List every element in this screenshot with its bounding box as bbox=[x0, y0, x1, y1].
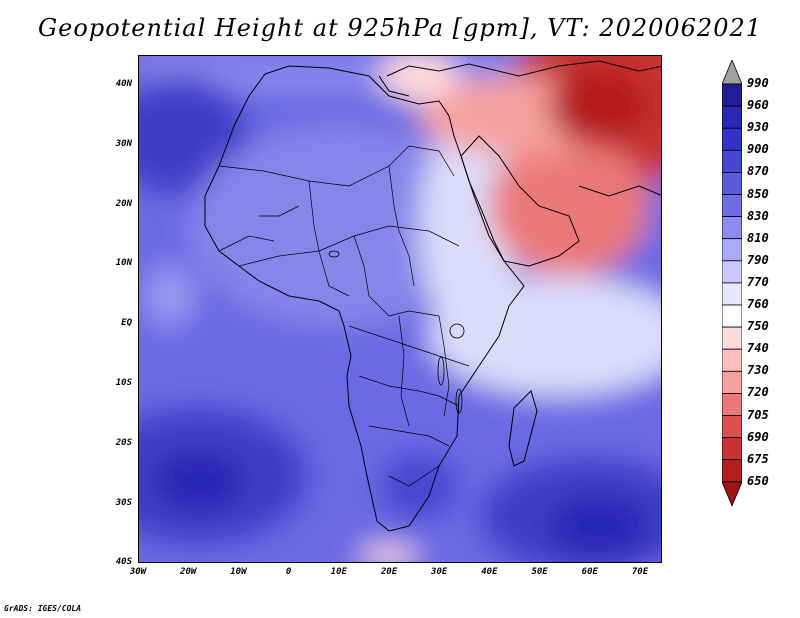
colorbar-bottom-arrow bbox=[722, 481, 742, 507]
longitude-tick-label: 10W bbox=[230, 567, 247, 577]
colorbar-label: 730 bbox=[747, 363, 769, 378]
borders bbox=[218, 145, 470, 487]
colorbar-label: 675 bbox=[747, 451, 769, 466]
colorbar-swatch bbox=[722, 304, 742, 328]
longitude-tick-label: 30W bbox=[129, 567, 147, 577]
longitude-tick-label: 20W bbox=[180, 567, 197, 577]
colorbar-swatch bbox=[722, 238, 742, 262]
colorbar-label: 690 bbox=[747, 429, 769, 444]
longitude-tick-label: 30E bbox=[431, 567, 448, 577]
colorbar-swatch bbox=[722, 194, 742, 218]
longitude-tick-label: 20E bbox=[380, 567, 398, 577]
colorbar-label: 990 bbox=[747, 76, 769, 90]
latitude-tick-label: 20N bbox=[115, 198, 132, 209]
colorbar-label: 790 bbox=[747, 252, 769, 267]
longitude-tick-label: 40E bbox=[481, 567, 498, 577]
colorbar-swatch bbox=[722, 459, 742, 483]
map-panel bbox=[138, 55, 662, 563]
colorbar-label: 900 bbox=[747, 142, 769, 157]
colorbar-swatch bbox=[722, 216, 742, 240]
colorbar-label: 720 bbox=[747, 385, 769, 400]
colorbar-top-arrow bbox=[722, 60, 742, 85]
colorbar-swatch bbox=[722, 105, 742, 129]
colorbar-label: 760 bbox=[747, 297, 769, 311]
colorbar-label: 930 bbox=[747, 120, 769, 135]
longitude-tick-label: 0 bbox=[285, 567, 292, 577]
colorbar-label: 740 bbox=[747, 341, 769, 356]
colorbar-swatch bbox=[722, 83, 742, 107]
latitude-tick-label: 30N bbox=[115, 138, 132, 149]
colorbar-label: 830 bbox=[747, 208, 769, 223]
grads-credit: GrADS: IGES/COLA bbox=[4, 604, 82, 613]
colorbar-label: 750 bbox=[747, 319, 769, 334]
longitude-tick-label: 70E bbox=[631, 567, 649, 577]
colorbar-label: 810 bbox=[747, 230, 769, 245]
colorbar-label: 705 bbox=[747, 407, 769, 422]
colorbar-swatch bbox=[722, 437, 742, 461]
colorbar-swatch bbox=[722, 415, 742, 439]
colorbar-label: 770 bbox=[747, 274, 769, 289]
colorbar-label: 850 bbox=[747, 186, 769, 201]
latitude-tick-label: 10N bbox=[115, 258, 132, 269]
latitude-tick-label: 40S bbox=[115, 557, 132, 568]
colorbar-label: 960 bbox=[747, 98, 769, 113]
colorbar-swatch bbox=[722, 149, 742, 173]
colorbar-swatch bbox=[722, 172, 742, 195]
map-title: Geopotential Height at 925hPa [gpm], VT:… bbox=[38, 14, 762, 42]
colorbar-swatch bbox=[722, 260, 742, 284]
latitude-tick-label: 20S bbox=[115, 437, 132, 448]
colorbar-swatch bbox=[722, 348, 742, 372]
colorbar-swatch bbox=[722, 282, 742, 306]
colorbar-swatch bbox=[722, 127, 742, 151]
colorbar-swatch bbox=[722, 370, 742, 394]
colorbar-label: 650 bbox=[747, 473, 769, 488]
latitude-tick-label: 10S bbox=[115, 378, 132, 388]
longitude-tick-label: 50E bbox=[531, 567, 548, 577]
latitude-tick-label: 40N bbox=[115, 79, 132, 89]
colorbar-swatch bbox=[722, 392, 742, 416]
longitude-tick-label: 10E bbox=[330, 567, 347, 577]
longitude-tick-label: 60E bbox=[581, 567, 598, 577]
colorbar bbox=[722, 60, 742, 507]
shaded-field bbox=[139, 56, 661, 562]
lakes bbox=[328, 250, 465, 414]
latitude-tick-label: EQ bbox=[121, 318, 132, 329]
latitude-tick-label: 30S bbox=[115, 497, 132, 508]
colorbar-label: 870 bbox=[747, 164, 769, 179]
colorbar-swatch bbox=[722, 326, 742, 350]
